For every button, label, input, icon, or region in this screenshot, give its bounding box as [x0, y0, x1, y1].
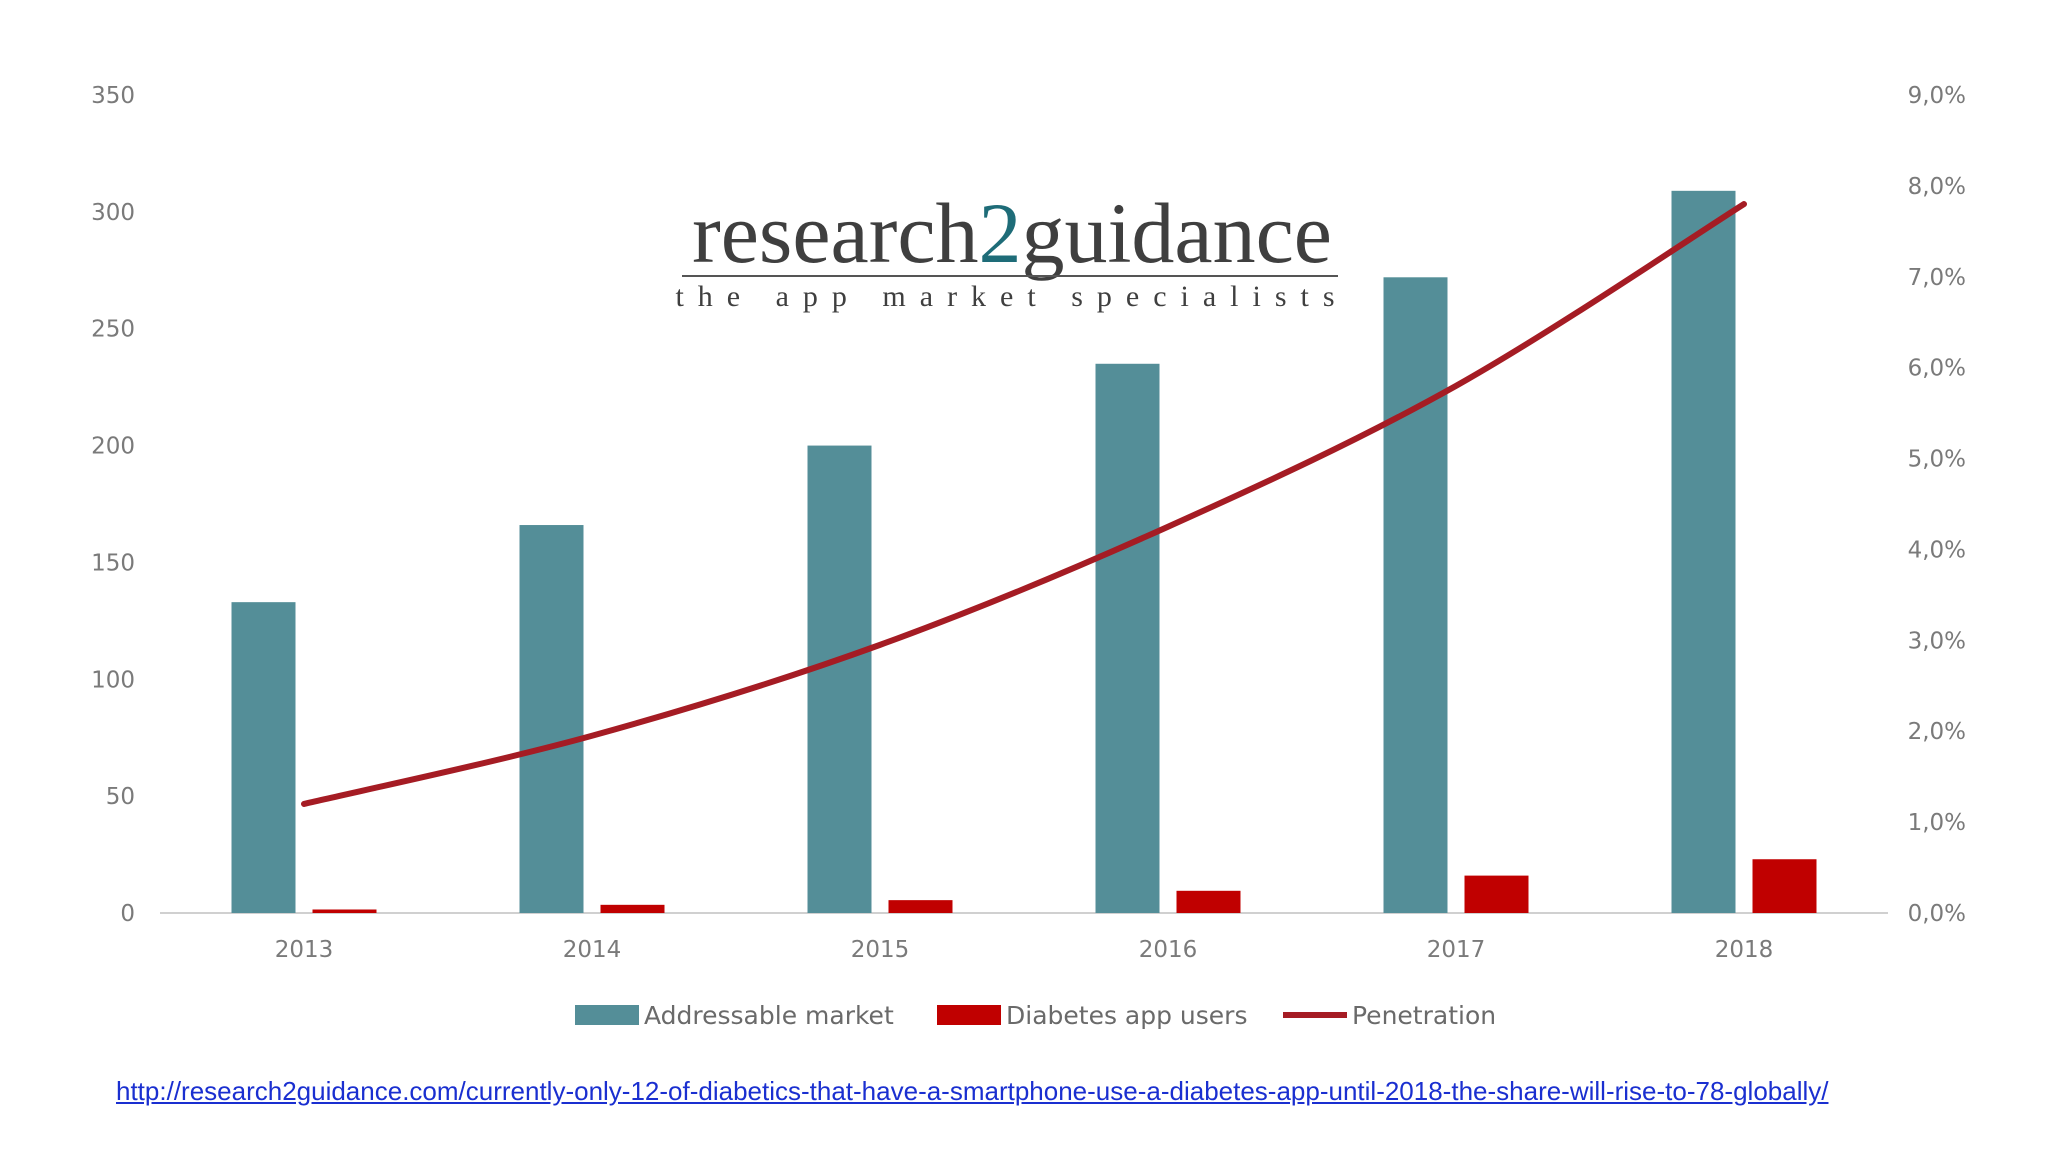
y2-tick-label: 1,0% [1908, 810, 1966, 836]
source-link[interactable]: http://research2guidance.com/currently-o… [116, 1076, 1829, 1106]
bar-addressable-market [807, 445, 872, 913]
penetration-line-layer [301, 201, 1747, 807]
bar-diabetes-app-users [1176, 890, 1241, 913]
legend-label: Penetration [1352, 1001, 1496, 1030]
bar-diabetes-app-users [600, 904, 665, 913]
legend-label: Diabetes app users [1006, 1001, 1247, 1030]
bar-addressable-market [519, 525, 584, 913]
y-tick-label: 0 [120, 901, 135, 927]
y-tick-label: 300 [91, 200, 135, 226]
logo-wordmark: research2guidance [692, 185, 1332, 281]
y-tick-label: 150 [91, 550, 135, 576]
x-tick-label: 2015 [851, 937, 910, 963]
y2-tick-label: 8,0% [1908, 174, 1966, 200]
x-tick-label: 2017 [1427, 937, 1486, 963]
x-tick-label: 2014 [563, 937, 622, 963]
y2-tick-label: 7,0% [1908, 265, 1966, 291]
bar-addressable-market [1383, 277, 1448, 914]
y-tick-label: 50 [106, 784, 135, 810]
y-tick-label: 350 [91, 83, 135, 109]
bar-diabetes-app-users [888, 900, 953, 913]
bar-diabetes-app-users [1464, 875, 1529, 913]
y2-tick-label: 6,0% [1908, 356, 1966, 382]
legend: Addressable market Diabetes app users Pene… [575, 1001, 1496, 1030]
legend-swatch [937, 1005, 1001, 1025]
y2-tick-label: 2,0% [1908, 719, 1966, 745]
left-axis: 0 50 100 150 200 250 300 350 [91, 83, 135, 927]
bars [231, 190, 1817, 914]
right-axis: 0,0% 1,0% 2,0% 3,0% 4,0% 5,0% 6,0% 7,0% 8,0% 9,0% [1908, 83, 1966, 927]
x-tick-label: 2013 [275, 937, 334, 963]
y2-tick-label: 3,0% [1908, 628, 1966, 654]
y-tick-label: 100 [91, 667, 135, 693]
x-axis-labels: 2013 2014 2015 2016 2017 2018 [275, 937, 1774, 963]
bar-diabetes-app-users [312, 909, 377, 913]
y2-tick-label: 5,0% [1908, 447, 1966, 473]
legend-label: Addressable market [644, 1001, 894, 1030]
bar-diabetes-app-users [1752, 859, 1817, 913]
bar-addressable-market [1671, 190, 1736, 913]
y2-tick-label: 9,0% [1908, 83, 1966, 109]
legend-swatch [575, 1005, 639, 1025]
research2guidance-logo: research2guidance the app market special… [675, 185, 1348, 313]
y-tick-label: 250 [91, 317, 135, 343]
y2-tick-label: 4,0% [1908, 537, 1966, 563]
y-tick-label: 200 [91, 434, 135, 460]
x-tick-label: 2016 [1139, 937, 1198, 963]
bar-addressable-market [1095, 363, 1160, 913]
x-tick-label: 2018 [1715, 937, 1774, 963]
penetration-line [301, 201, 1747, 807]
bar-addressable-market [231, 602, 296, 913]
y2-tick-label: 0,0% [1908, 901, 1966, 927]
logo-tagline: the app market specialists [675, 280, 1348, 313]
